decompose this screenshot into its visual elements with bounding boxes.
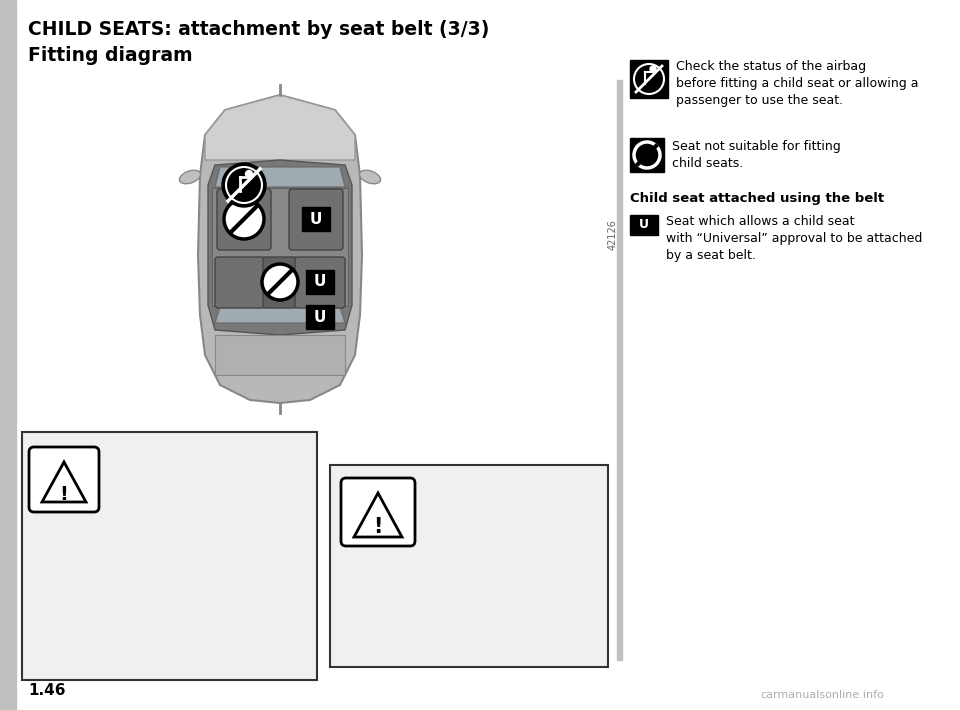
Bar <box>630 60 668 98</box>
FancyBboxPatch shape <box>215 257 265 308</box>
Polygon shape <box>42 462 86 502</box>
Text: U: U <box>639 219 649 231</box>
Text: They risk serious or even fatal injury.: They risk serious or even fatal injury. <box>344 565 575 578</box>
Text: !: ! <box>373 517 383 537</box>
FancyBboxPatch shape <box>22 432 317 680</box>
FancyBboxPatch shape <box>330 465 608 667</box>
Bar <box>306 270 334 294</box>
Bar <box>302 207 330 231</box>
FancyBboxPatch shape <box>217 189 271 250</box>
Bar <box>215 335 345 375</box>
Ellipse shape <box>180 170 201 184</box>
Circle shape <box>262 264 298 300</box>
Text: 42126: 42126 <box>608 219 618 251</box>
Circle shape <box>224 199 264 239</box>
Polygon shape <box>198 95 362 403</box>
Ellipse shape <box>359 170 380 184</box>
Bar <box>306 305 334 329</box>
Text: Using a child safety system
which is not approved for
this vehicle will not corr: Using a child safety system which is not… <box>430 477 610 538</box>
Bar <box>630 215 658 235</box>
Bar <box>0 0 16 710</box>
Polygon shape <box>215 167 345 187</box>
Bar <box>630 138 664 172</box>
Text: Check the status of the airbag
before fitting a child seat or allowing a
passeng: Check the status of the airbag before fi… <box>676 60 919 107</box>
Circle shape <box>650 66 656 72</box>
Polygon shape <box>354 493 402 537</box>
FancyBboxPatch shape <box>263 257 297 308</box>
FancyBboxPatch shape <box>341 478 415 546</box>
Text: U: U <box>314 310 326 324</box>
Text: installing a child seat on the
front passenger seat, check: installing a child seat on the front pas… <box>110 482 287 511</box>
Polygon shape <box>205 95 355 160</box>
Text: U: U <box>310 212 323 226</box>
Bar <box>617 80 622 660</box>
Text: that the airbag has been deacti-
vated (please refer to “Child safety:
front pas: that the airbag has been deacti- vated (… <box>36 532 261 593</box>
FancyBboxPatch shape <box>289 189 343 250</box>
Circle shape <box>222 163 266 207</box>
Polygon shape <box>215 307 345 323</box>
Polygon shape <box>208 160 352 335</box>
FancyBboxPatch shape <box>29 447 99 512</box>
Text: carmanualsonline.info: carmanualsonline.info <box>760 690 884 700</box>
Text: Seat not suitable for fitting
child seats.: Seat not suitable for fitting child seat… <box>672 140 841 170</box>
Text: 1.46: 1.46 <box>28 683 65 698</box>
FancyBboxPatch shape <box>295 257 345 308</box>
Text: CHILD SEATS: attachment by seat belt (3/3): CHILD SEATS: attachment by seat belt (3/… <box>28 20 490 39</box>
Text: !: ! <box>60 484 68 503</box>
Text: RISK OF DEATH OR
SERIOUS INJURY:: RISK OF DEATH OR SERIOUS INJURY: <box>110 446 242 475</box>
Text: Before: Before <box>177 446 222 459</box>
Text: Fitting diagram: Fitting diagram <box>28 46 193 65</box>
Text: Child seat attached using the belt: Child seat attached using the belt <box>630 192 884 205</box>
Text: U: U <box>314 275 326 290</box>
Bar <box>212 188 348 306</box>
Circle shape <box>246 170 252 178</box>
Text: Seat which allows a child seat
with “Universal” approval to be attached
by a sea: Seat which allows a child seat with “Uni… <box>666 215 923 262</box>
